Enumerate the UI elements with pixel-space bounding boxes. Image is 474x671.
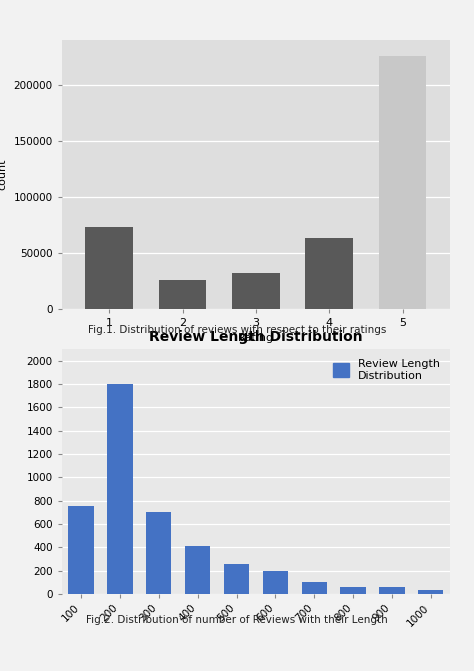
- X-axis label: Rating: Rating: [238, 333, 274, 344]
- Bar: [146, 512, 172, 594]
- Bar: [232, 273, 280, 309]
- Bar: [68, 507, 94, 594]
- Bar: [418, 590, 444, 594]
- Bar: [224, 564, 249, 594]
- Legend: Review Length
Distribution: Review Length Distribution: [328, 354, 445, 385]
- Bar: [185, 546, 210, 594]
- Bar: [379, 587, 405, 594]
- Bar: [159, 280, 207, 309]
- Text: Fig.2. Distribution of number of Reviews with their Length: Fig.2. Distribution of number of Reviews…: [86, 615, 388, 625]
- Bar: [263, 570, 288, 594]
- Bar: [85, 227, 133, 309]
- Bar: [340, 587, 366, 594]
- Bar: [305, 238, 353, 309]
- Bar: [301, 582, 327, 594]
- Text: Fig.1. Distribution of reviews with respect to their ratings: Fig.1. Distribution of reviews with resp…: [88, 325, 386, 336]
- Title: Review Length Distribution: Review Length Distribution: [149, 329, 363, 344]
- Y-axis label: count: count: [0, 159, 8, 190]
- Bar: [107, 384, 133, 594]
- Bar: [379, 56, 427, 309]
